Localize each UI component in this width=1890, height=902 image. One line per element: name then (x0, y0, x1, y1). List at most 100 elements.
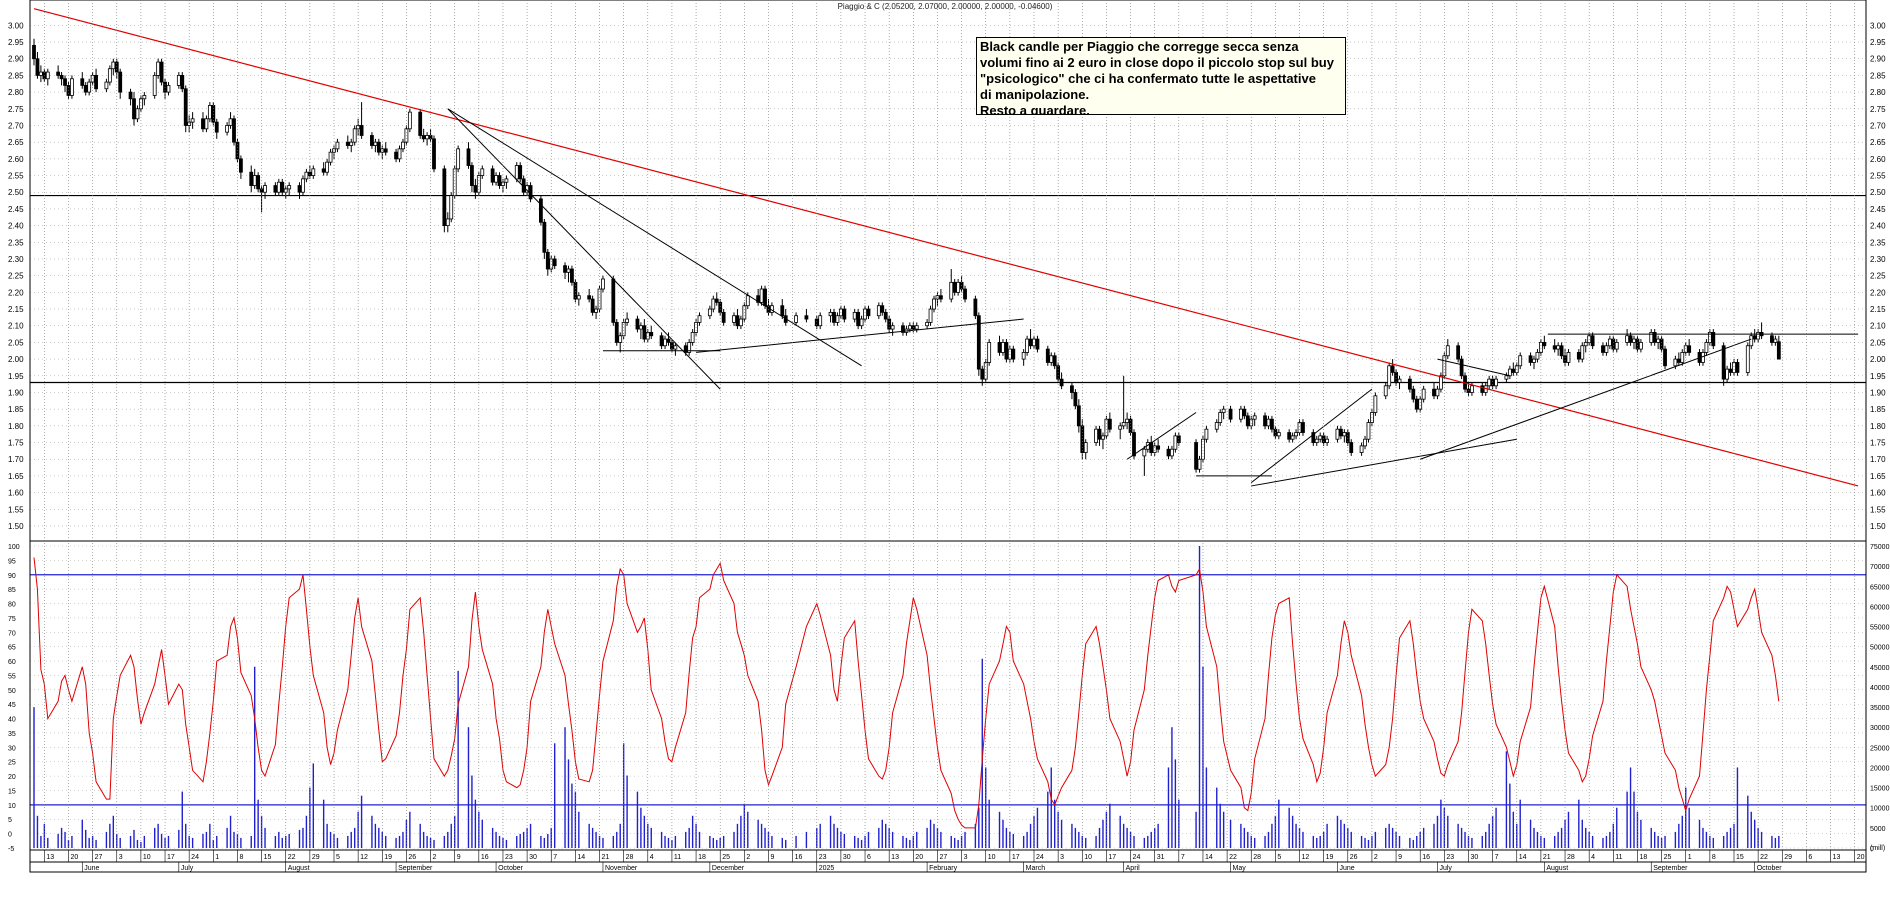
osc-tick-label: 90 (8, 573, 16, 580)
trendline (1126, 412, 1197, 460)
candle-body (638, 325, 643, 330)
candle-body (118, 71, 123, 93)
candle-body (1011, 348, 1016, 360)
candle-body (142, 95, 147, 100)
y-tick-label: 2.20 (8, 288, 24, 297)
x-day-label: 23 (1446, 854, 1454, 861)
candle-body (711, 298, 716, 310)
x-day-label: 9 (457, 854, 461, 861)
candle-body (1614, 342, 1619, 350)
x-day-label: 28 (626, 854, 634, 861)
candle-body (352, 128, 357, 143)
y-tick-label: 1.75 (8, 439, 24, 448)
x-day-label: 14 (1519, 854, 1527, 861)
candle-body (1407, 378, 1412, 390)
x-month-label: August (1546, 865, 1568, 872)
candle-body (745, 295, 750, 307)
candle-body (407, 111, 412, 130)
candle-body (780, 305, 785, 317)
candle-body (1245, 415, 1250, 427)
candle-body (1252, 415, 1257, 420)
x-month-label: September (398, 865, 433, 872)
candle-body (1004, 342, 1009, 360)
candle-body (735, 315, 740, 327)
osc-tick-label: 25 (8, 760, 16, 767)
candle-body (32, 44, 36, 60)
osc-tick-label: 40 (8, 717, 16, 724)
y-tick-label: 2.10 (8, 322, 24, 331)
osc-tick-label: 80 (8, 602, 16, 609)
candle-body (714, 298, 719, 303)
candle-body (1421, 388, 1426, 400)
y-tick-label: 1.60 (1870, 489, 1886, 498)
candle-body (876, 305, 881, 317)
candle-body (883, 311, 888, 320)
candle-body (1601, 345, 1605, 353)
candle-body (625, 318, 630, 323)
candle-body (707, 308, 712, 317)
candle-body (614, 321, 619, 343)
candle-body (225, 125, 230, 133)
x-day-label: 27 (939, 854, 947, 861)
x-day-label: 7 (553, 854, 557, 861)
candle-body (1297, 422, 1302, 433)
volume-tick-label: 30000 (1870, 725, 1890, 732)
y-tick-label: 2.10 (1870, 322, 1886, 331)
x-day-label: 11 (1615, 854, 1622, 861)
candle-body (1021, 352, 1026, 360)
candle-body (1704, 342, 1709, 353)
x-axis: 13 20 27 3 10 17 24 1 8 15 22 29 5 12 19 26 2 9 16 23 30 7 14 2… (44, 850, 1865, 872)
y-tick-label: 2.70 (8, 121, 24, 130)
candle-body (863, 308, 867, 320)
y-tick-label: 2.05 (1870, 338, 1886, 347)
volume-tick-label: 60000 (1870, 604, 1890, 611)
y-tick-label: 1.55 (8, 505, 24, 514)
candle-body (1390, 365, 1395, 373)
candle-body (1101, 435, 1105, 440)
candle-body (394, 151, 398, 160)
candle-body (952, 281, 957, 293)
candle-body (1435, 388, 1440, 397)
candle-body (1132, 432, 1136, 457)
candle-body (1173, 435, 1178, 450)
candle-body (1276, 432, 1281, 437)
candle-body (497, 175, 502, 186)
candle-body (321, 168, 326, 173)
y-tick-label: 2.50 (8, 188, 24, 197)
y-tick-label: 2.65 (1870, 138, 1886, 147)
candle-body (418, 111, 423, 136)
x-day-label: 29 (1784, 854, 1792, 861)
x-day-label: 18 (698, 854, 706, 861)
volume-tick-label: 25000 (1870, 745, 1890, 752)
candle-body (1128, 418, 1133, 433)
x-day-label: 17 (1108, 854, 1116, 861)
y-tick-label: 2.45 (1870, 205, 1886, 214)
x-day-label: 28 (1567, 854, 1575, 861)
candle-body (456, 148, 461, 170)
x-month-label: September (1653, 865, 1688, 872)
candle-body (907, 325, 912, 330)
candle-body (1711, 332, 1716, 347)
candle-body (697, 315, 702, 323)
plot-frame (29, 0, 1867, 873)
candle-body (1752, 335, 1757, 340)
candle-body (1676, 358, 1681, 363)
candle-body (56, 71, 61, 76)
annotation-box: Black candle per Piaggio che corregge se… (976, 37, 1346, 115)
oscillator-panel: 1009590858075706560555045403530252015105… (8, 544, 1890, 853)
trendline (696, 318, 1024, 353)
candle-body (356, 125, 361, 130)
candle-body (1528, 355, 1533, 363)
y-tick-label: 2.05 (8, 338, 24, 347)
y-tick-label: 1.90 (1870, 388, 1886, 397)
candle-body (1025, 338, 1030, 353)
y-tick-label: 2.95 (1870, 38, 1886, 47)
y-tick-label: 2.40 (1870, 222, 1886, 231)
y-tick-label: 1.70 (1870, 455, 1886, 464)
candle-body (204, 118, 209, 130)
candle-body (1628, 335, 1633, 343)
candle-body (1214, 422, 1219, 430)
candle-body (1287, 432, 1292, 440)
x-day-label: 13 (46, 854, 54, 861)
candle-body (980, 368, 985, 380)
